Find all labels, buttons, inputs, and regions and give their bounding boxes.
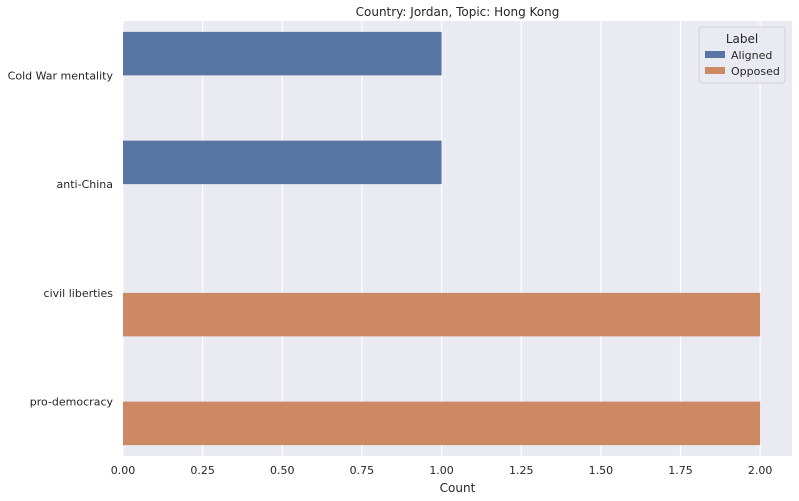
bar-opposed bbox=[123, 401, 761, 446]
bar-aligned bbox=[123, 140, 442, 185]
gridlines bbox=[122, 21, 761, 456]
legend-label-aligned: Aligned bbox=[731, 49, 772, 62]
x-tick-label: 0.00 bbox=[111, 464, 136, 477]
bar-opposed bbox=[123, 292, 761, 337]
legend-title: Label bbox=[726, 32, 758, 46]
x-axis-ticks: 0.00 0.25 0.50 0.75 1.00 1.25 1.50 1.75 2.00 bbox=[111, 464, 773, 477]
x-tick-label: 0.75 bbox=[350, 464, 375, 477]
x-tick-label: 0.50 bbox=[270, 464, 295, 477]
legend-label-opposed: Opposed bbox=[731, 65, 780, 78]
x-tick-label: 1.75 bbox=[668, 464, 693, 477]
bars bbox=[123, 31, 761, 446]
x-tick-label: 1.50 bbox=[589, 464, 614, 477]
x-tick-label: 0.25 bbox=[190, 464, 215, 477]
y-tick-label: pro-democracy bbox=[30, 396, 114, 409]
legend: Label Aligned Opposed bbox=[698, 26, 786, 84]
chart-title: Country: Jordan, Topic: Hong Kong bbox=[356, 5, 560, 19]
x-tick-label: 1.25 bbox=[509, 464, 534, 477]
y-tick-label: Cold War mentality bbox=[8, 69, 114, 82]
x-tick-label: 2.00 bbox=[748, 464, 773, 477]
plot-area bbox=[123, 21, 792, 456]
bar-aligned bbox=[123, 31, 442, 76]
legend-swatch-opposed bbox=[705, 67, 725, 74]
legend-swatch-aligned bbox=[705, 51, 725, 58]
y-axis-ticks: Cold War mentality anti-China civil libert… bbox=[8, 69, 114, 408]
y-tick-label: anti-China bbox=[57, 178, 113, 191]
x-axis-label: Count bbox=[440, 481, 476, 495]
y-tick-label: civil liberties bbox=[44, 287, 114, 300]
x-tick-label: 1.00 bbox=[429, 464, 454, 477]
